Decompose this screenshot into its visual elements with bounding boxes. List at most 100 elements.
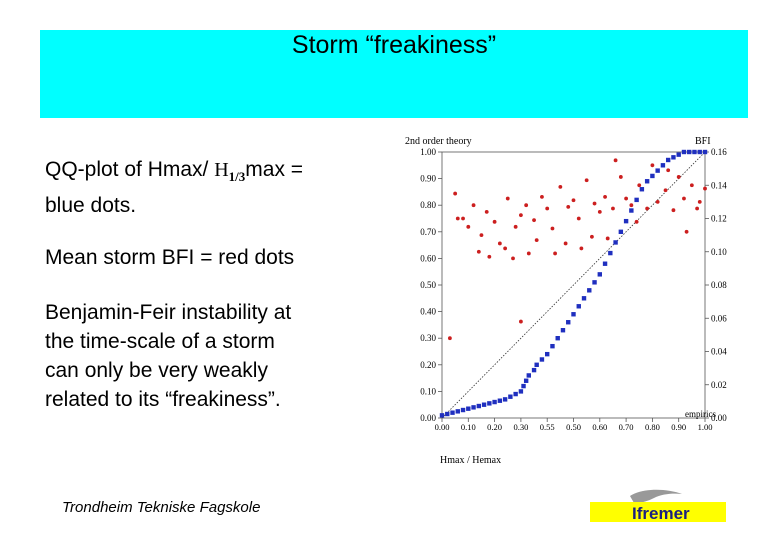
bfi-point bbox=[655, 199, 660, 204]
qq-point bbox=[697, 149, 702, 155]
x-tick-label: 0.55 bbox=[540, 422, 555, 432]
qq-point bbox=[660, 163, 666, 168]
bfi-point bbox=[545, 206, 550, 211]
bfi-point bbox=[605, 236, 610, 241]
qq-point bbox=[560, 328, 566, 333]
y-left-tick-label: 1.00 bbox=[420, 147, 436, 157]
qq-point bbox=[665, 157, 671, 163]
h-third-symbol: H1/3 bbox=[214, 159, 246, 184]
qq-point bbox=[518, 389, 524, 394]
qq-point bbox=[545, 351, 550, 357]
desc-line1-prefix: QQ-plot of Hmax/ bbox=[45, 158, 215, 181]
qq-point bbox=[629, 208, 634, 213]
bfi-point bbox=[511, 256, 515, 261]
bfi-point bbox=[476, 249, 481, 254]
conclusion-text: Benjamin-Feir instability at the time-sc… bbox=[45, 298, 375, 414]
title-band: Storm “freakiness” bbox=[40, 30, 748, 118]
qq-point bbox=[581, 296, 587, 301]
bfi-point bbox=[666, 168, 671, 173]
conclusion-line: Benjamin-Feir instability at bbox=[45, 301, 292, 324]
y-right-tick-label: 0.14 bbox=[711, 180, 727, 190]
x-tick-label: 0.90 bbox=[671, 422, 686, 432]
bfi-point bbox=[540, 194, 544, 199]
qq-point bbox=[571, 312, 576, 317]
bfi-point bbox=[524, 203, 529, 208]
qq-point bbox=[550, 343, 555, 349]
bfi-point bbox=[461, 216, 465, 221]
bfi-point bbox=[592, 201, 597, 206]
bfi-point bbox=[682, 196, 686, 201]
qq-point bbox=[671, 155, 676, 160]
bfi-point bbox=[695, 206, 700, 211]
bfi-point bbox=[697, 199, 702, 204]
bfi-point bbox=[650, 163, 655, 168]
h-subscript: 1/3 bbox=[228, 169, 246, 184]
bfi-point bbox=[618, 175, 623, 179]
conclusion-line: can only be very weakly bbox=[45, 359, 268, 382]
bfi-point bbox=[513, 224, 518, 229]
bfi-point bbox=[663, 188, 668, 193]
qq-point bbox=[450, 410, 455, 415]
qq-point bbox=[439, 413, 445, 418]
qq-point bbox=[608, 250, 613, 256]
bfi-point bbox=[534, 238, 539, 243]
desc-line1-suffix: max = bbox=[245, 158, 304, 181]
qq-point bbox=[502, 397, 508, 402]
bfi-point bbox=[703, 186, 707, 191]
qq-point bbox=[523, 378, 529, 383]
logo-bar bbox=[590, 502, 726, 522]
reference-line bbox=[441, 151, 706, 419]
qq-point bbox=[681, 149, 687, 155]
y-right-tick-label: 0.16 bbox=[711, 147, 727, 157]
bfi-point bbox=[603, 194, 607, 199]
bfi-point bbox=[579, 246, 584, 251]
corner-label: empirics bbox=[685, 409, 716, 419]
qq-point bbox=[521, 383, 526, 389]
qq-point bbox=[618, 229, 624, 234]
y-left-tick-label: 0.50 bbox=[420, 280, 436, 290]
bfi-point bbox=[479, 233, 484, 238]
bfi-point bbox=[689, 183, 694, 188]
qq-point bbox=[492, 399, 497, 405]
y-left-tick-label: 0.30 bbox=[420, 333, 436, 343]
qq-point bbox=[460, 407, 466, 413]
bfi-point bbox=[629, 203, 634, 208]
bfi-point bbox=[455, 216, 460, 221]
y-left-tick-label: 0.20 bbox=[420, 360, 436, 370]
x-tick-label: 0.80 bbox=[645, 422, 660, 432]
qq-point bbox=[531, 367, 537, 373]
bfi-point bbox=[645, 206, 650, 211]
bfi-point bbox=[519, 213, 523, 218]
qq-point bbox=[634, 197, 639, 203]
y-right-tick-label: 0.06 bbox=[711, 313, 727, 323]
bfi-point bbox=[484, 209, 489, 214]
bfi-point bbox=[505, 196, 510, 201]
bfi-point bbox=[676, 175, 681, 179]
qq-point bbox=[539, 357, 545, 362]
bfi-point bbox=[497, 241, 502, 246]
bfi-point bbox=[613, 158, 618, 163]
conclusion-line: related to its “freakiness”. bbox=[45, 388, 281, 411]
qq-plot-description: QQ-plot of Hmax/ H1/3max = blue dots. bbox=[45, 155, 375, 220]
qq-point bbox=[555, 336, 560, 341]
bfi-point bbox=[576, 216, 581, 221]
qq-point bbox=[623, 218, 629, 224]
right-axis-title: BFI bbox=[695, 136, 711, 147]
bfi-point bbox=[532, 218, 536, 223]
bfi-point bbox=[447, 336, 452, 341]
y-right-tick-label: 0.10 bbox=[711, 247, 727, 257]
bfi-point bbox=[611, 206, 615, 211]
bfi-description: Mean storm BFI = red dots bbox=[45, 246, 295, 269]
qq-point bbox=[587, 288, 592, 293]
desc-line2: blue dots. bbox=[45, 194, 137, 217]
qq-point bbox=[526, 373, 531, 378]
y-left-tick-label: 0.90 bbox=[420, 174, 436, 184]
qq-point bbox=[602, 261, 608, 266]
qq-point bbox=[534, 362, 539, 367]
qq-point bbox=[687, 149, 692, 155]
bfi-point bbox=[624, 196, 628, 201]
qq-point bbox=[576, 304, 581, 309]
y-left-tick-label: 0.40 bbox=[420, 307, 436, 317]
bfi-point bbox=[526, 251, 531, 256]
bfi-point bbox=[487, 254, 492, 259]
